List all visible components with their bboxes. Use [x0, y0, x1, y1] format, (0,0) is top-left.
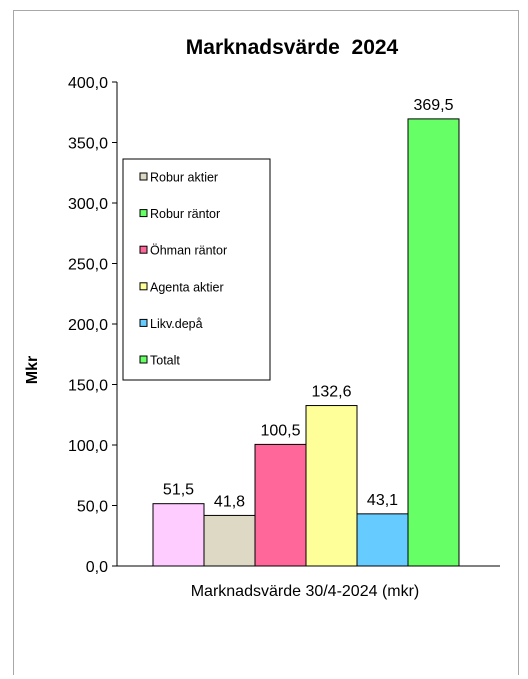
legend-swatch	[139, 245, 148, 254]
legend-label: Agenta aktier	[150, 280, 224, 294]
bars-group	[152, 118, 460, 567]
bar	[254, 443, 307, 567]
y-tick-label: 200,0	[68, 317, 108, 334]
legend-swatch	[139, 209, 148, 218]
legend-swatch	[139, 318, 148, 327]
y-axis-label: Mkr	[24, 356, 41, 384]
data-label: 41,8	[214, 493, 245, 510]
legend-box	[122, 158, 271, 381]
y-tick-label: 300,0	[68, 196, 108, 213]
y-tick-label: 350,0	[68, 136, 108, 153]
bar	[407, 118, 460, 567]
bar	[356, 513, 409, 567]
legend-label: Totalt	[150, 354, 180, 368]
chart-title: Marknadsvärde 2024	[186, 36, 399, 59]
y-tick-label: 0,0	[86, 559, 108, 576]
data-label: 132,6	[311, 384, 351, 401]
legend-swatch	[139, 282, 148, 291]
legend: Robur aktier Robur räntor Öhman räntor Agen…	[122, 158, 271, 381]
data-label: 100,5	[260, 422, 300, 439]
legend-label: Likv.depå	[150, 317, 203, 331]
legend-swatch	[139, 355, 148, 364]
legend-label: Robur räntor	[150, 207, 220, 221]
y-tick-label: 250,0	[68, 257, 108, 274]
bar	[203, 514, 256, 567]
data-label: 43,1	[367, 492, 398, 509]
bar	[305, 405, 358, 567]
y-tick-label: 150,0	[68, 378, 108, 395]
bar	[152, 503, 205, 567]
y-tick-label: 400,0	[68, 75, 108, 92]
data-label: 51,5	[163, 482, 194, 499]
legend-label: Öhman räntor	[150, 244, 227, 258]
y-tick-label: 50,0	[77, 499, 108, 516]
y-tick-label: 100,0	[68, 438, 108, 455]
data-labels-group: 51,5 41,8 100,5 132,6 43,1 369,5	[163, 97, 454, 511]
legend-swatch	[139, 172, 148, 181]
legend-label: Robur aktier	[150, 171, 218, 185]
x-axis-label: Marknadsvärde 30/4-2024 (mkr)	[191, 583, 420, 600]
data-label: 369,5	[413, 97, 453, 114]
